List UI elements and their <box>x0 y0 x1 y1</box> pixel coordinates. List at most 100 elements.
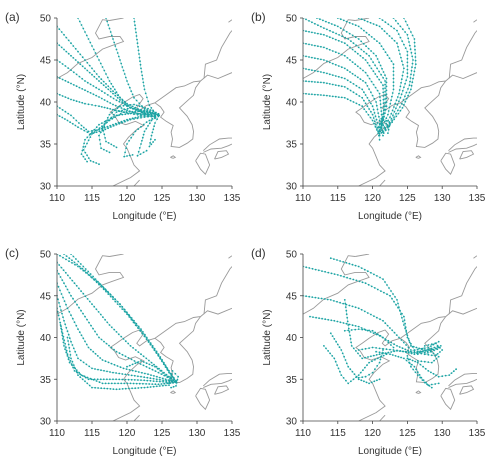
trajectory-point <box>61 116 64 119</box>
trajectory-point <box>118 352 121 355</box>
trajectory-point <box>437 340 440 343</box>
trajectory-point <box>58 264 61 266</box>
trajectory-point <box>406 68 409 71</box>
trajectory-point <box>88 64 91 67</box>
trajectory-point <box>329 299 332 301</box>
trajectory-point <box>404 31 406 33</box>
trajectory-point <box>416 374 419 376</box>
x-tick-label: 135 <box>224 428 241 439</box>
trajectory-point <box>57 311 59 313</box>
trajectory-point <box>392 346 395 349</box>
y-tick-label: 40 <box>286 333 298 344</box>
trajectory-point <box>378 25 381 28</box>
trajectory-point <box>97 387 99 389</box>
trajectory-point <box>343 77 346 80</box>
trajectory-point <box>71 317 74 320</box>
trajectory-point <box>308 295 311 298</box>
trajectory-point <box>115 123 118 126</box>
trajectory-point <box>121 308 124 310</box>
trajectory-point <box>407 346 410 349</box>
trajectory-point <box>345 379 347 382</box>
trajectory-point <box>401 60 403 63</box>
trajectory-point <box>119 105 121 108</box>
trajectory-point <box>99 283 102 285</box>
trajectory-point <box>382 278 384 280</box>
trajectory-point <box>126 155 128 157</box>
trajectory-point <box>345 313 348 316</box>
trajectory-point <box>92 48 95 51</box>
trajectory-point <box>411 55 414 58</box>
trajectory-point <box>410 363 413 366</box>
trajectory-point <box>150 374 152 376</box>
trajectory-point <box>375 118 378 121</box>
trajectory-point <box>137 45 139 48</box>
trajectory-point <box>130 358 133 361</box>
trajectory-point <box>95 86 98 89</box>
x-tick-label: 115 <box>84 193 100 204</box>
trajectory-point <box>101 359 104 361</box>
trajectory-point <box>105 290 107 293</box>
trajectory-point <box>397 22 399 25</box>
trajectory-point <box>366 105 369 108</box>
trajectory-point <box>397 112 400 115</box>
trajectory-point <box>98 123 100 126</box>
trajectory-point <box>115 99 118 102</box>
coastline-path <box>109 254 124 257</box>
trajectory-point <box>344 306 347 308</box>
trajectory-8 <box>357 346 440 364</box>
trajectory-point <box>403 315 405 318</box>
trajectory-point <box>363 310 366 313</box>
trajectory-point <box>382 349 384 351</box>
trajectory-point <box>378 133 381 135</box>
trajectory-point <box>154 383 157 386</box>
trajectory-point <box>70 69 72 71</box>
trajectory-point <box>65 50 68 53</box>
trajectory-point <box>121 305 123 308</box>
trajectory-point <box>359 355 361 357</box>
trajectory-point <box>64 285 67 288</box>
trajectory-point <box>78 20 81 23</box>
trajectory-point <box>75 284 78 287</box>
trajectory-point <box>127 112 130 115</box>
trajectory-point <box>382 102 385 105</box>
trajectory-point <box>165 381 168 383</box>
trajectory-point <box>126 382 129 385</box>
trajectory-point <box>393 343 395 346</box>
trajectory-point <box>110 82 113 85</box>
trajectory-point <box>336 343 339 346</box>
trajectory-point <box>145 365 148 368</box>
trajectory-point <box>370 271 372 274</box>
trajectory-point <box>67 67 70 69</box>
trajectory-point <box>146 379 149 382</box>
trajectory-point <box>86 298 89 300</box>
trajectory-point <box>78 287 80 290</box>
trajectory-point <box>374 125 377 128</box>
trajectory-point <box>62 341 65 344</box>
trajectory-point <box>88 300 91 303</box>
trajectory-point <box>143 116 146 118</box>
trajectory-point <box>393 39 396 42</box>
trajectory-point <box>385 101 388 104</box>
trajectory-point <box>392 77 395 80</box>
trajectory-point <box>305 68 307 70</box>
trajectory-point <box>433 346 436 349</box>
coastline-path <box>448 378 477 389</box>
coastline-path <box>228 255 232 259</box>
trajectory-point <box>148 119 151 122</box>
trajectory-point <box>378 18 381 19</box>
trajectory-point <box>366 20 369 23</box>
trajectory-point <box>66 307 69 310</box>
trajectory-point <box>317 45 319 48</box>
trajectory-point <box>357 378 360 381</box>
trajectory-point <box>104 360 107 363</box>
trajectory-point <box>140 67 142 70</box>
trajectory-point <box>365 111 368 113</box>
trajectory-line <box>57 270 177 383</box>
trajectory-point <box>411 359 414 362</box>
trajectory-point <box>347 324 350 326</box>
trajectory-point <box>348 262 351 265</box>
trajectory-point <box>149 379 152 382</box>
trajectory-point <box>334 360 337 363</box>
trajectory-point <box>67 81 70 84</box>
trajectory-point <box>370 355 372 358</box>
